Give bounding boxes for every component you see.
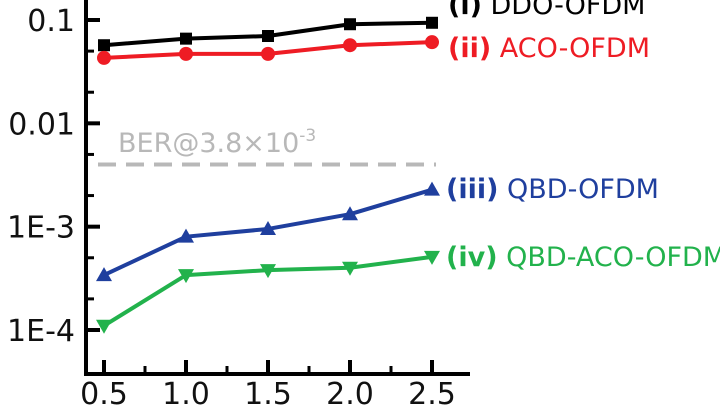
triangle-up-marker (424, 181, 440, 196)
circle-marker (261, 46, 275, 61)
threshold-layer: BER@3.8×10-3 (98, 126, 436, 167)
x-tick-label: 0.5 (80, 377, 128, 405)
x-tick-label: 2.0 (326, 377, 374, 405)
triangle-down-marker (424, 250, 440, 265)
x-tick-label: 1.0 (162, 377, 210, 405)
circle-marker (97, 50, 111, 65)
y-tick-label: 1E-4 (7, 314, 75, 349)
series-2 (97, 35, 439, 65)
axes: 0.1 0.01 1E-3 1E-40.5 1.0 1.5 2.0 2.5 (7, 0, 470, 405)
legend-label-2: (ii) ACO-OFDM (448, 33, 650, 64)
square-marker (262, 30, 274, 43)
circle-marker (343, 38, 357, 53)
legend-label-1: (i) DDO-OFDM (448, 0, 645, 21)
series-layer (96, 16, 440, 334)
triangle-down-marker (178, 269, 194, 284)
legend-layer: (i) DDO-OFDM (ii) ACO-OFDM (iii) QBD-OFDM (… (446, 0, 720, 273)
x-tick-label: 1.5 (244, 377, 292, 405)
triangle-up-marker (342, 206, 358, 221)
legend-label-3: (iii) QBD-OFDM (446, 174, 659, 205)
series-4 (96, 250, 440, 334)
y-tick-label: 1E-3 (7, 211, 75, 246)
triangle-down-marker (96, 319, 112, 334)
circle-marker (425, 35, 439, 50)
legend-label-4: (iv) QBD-ACO-OFDM (446, 242, 720, 273)
y-tick-label: 0.1 (27, 4, 75, 39)
triangle-up-marker (96, 267, 112, 282)
square-marker (426, 16, 438, 29)
triangle-down-marker (260, 264, 276, 279)
series-1 (98, 16, 438, 52)
square-marker (98, 39, 110, 52)
square-marker (344, 18, 356, 31)
triangle-up-marker (178, 228, 194, 243)
square-marker (180, 32, 192, 45)
ber-threshold-label: BER@3.8×10-3 (118, 126, 316, 159)
circle-marker (179, 46, 193, 61)
triangle-up-marker (260, 220, 276, 235)
x-tick-label: 2.5 (408, 377, 456, 405)
series-3 (96, 181, 440, 282)
triangle-down-marker (342, 261, 358, 276)
y-tick-label: 0.01 (8, 107, 75, 142)
